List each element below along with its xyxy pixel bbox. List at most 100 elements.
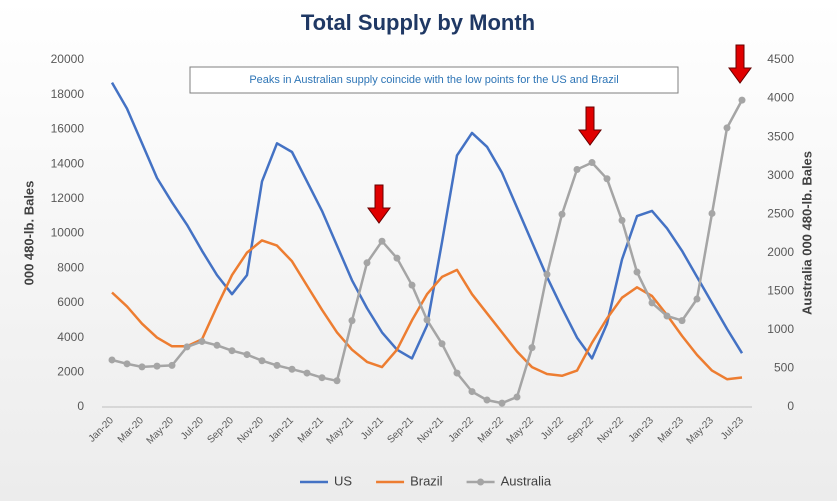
y2-tick-label: 1000 xyxy=(767,322,794,336)
point xyxy=(348,317,356,325)
x-tick-label: Mar-22 xyxy=(476,415,506,445)
series-line xyxy=(111,99,744,405)
x-tick-label: Sep-21 xyxy=(385,415,416,446)
x-tick-label: May-23 xyxy=(685,415,717,447)
y-axis-title: 000 480-lb. Bales xyxy=(21,181,36,286)
point xyxy=(558,210,566,218)
x-tick-label: May-20 xyxy=(145,415,177,447)
x-tick-label: May-22 xyxy=(505,415,537,447)
point xyxy=(648,299,656,307)
arrow xyxy=(367,184,391,224)
chart-title: Total Supply by Month xyxy=(301,10,535,35)
arrows xyxy=(367,44,752,224)
legend-label: Australia xyxy=(501,473,552,488)
y-tick-label: 0 xyxy=(77,399,84,413)
point xyxy=(618,216,626,224)
x-tick-label: Jan-21 xyxy=(267,415,297,445)
y-tick-label: 4000 xyxy=(57,330,84,344)
point xyxy=(198,337,206,345)
point xyxy=(288,365,296,373)
point xyxy=(153,362,161,370)
y2-tick-label: 0 xyxy=(787,399,794,413)
y-tick-label: 2000 xyxy=(57,364,84,378)
series-line xyxy=(111,239,743,381)
y2-tick-label: 1500 xyxy=(767,284,794,298)
legend-label: US xyxy=(334,473,352,488)
point xyxy=(468,388,476,396)
arrow xyxy=(728,44,752,84)
series-line xyxy=(110,81,744,360)
point xyxy=(603,175,611,183)
y-tick-label: 12000 xyxy=(51,191,85,205)
y-tick-label: 6000 xyxy=(57,295,84,309)
point xyxy=(363,259,371,267)
x-tick-label: Nov-20 xyxy=(235,415,266,446)
point xyxy=(483,396,491,404)
arrow xyxy=(578,106,602,146)
point xyxy=(273,361,281,369)
point xyxy=(378,237,386,245)
point xyxy=(108,356,116,364)
x-tick-label: Jul-23 xyxy=(719,415,746,442)
annotation: Peaks in Australian supply coincide with… xyxy=(249,74,618,86)
point xyxy=(633,268,641,276)
y-tick-label: 18000 xyxy=(51,87,85,101)
x-tick-label: Jan-23 xyxy=(627,415,657,445)
x-tick-label: Sep-22 xyxy=(565,415,596,446)
y-tick-label: 16000 xyxy=(51,122,85,136)
x-tick-label: Mar-21 xyxy=(296,415,326,445)
point xyxy=(678,317,686,325)
x-tick-label: Jul-22 xyxy=(539,415,566,442)
point xyxy=(708,209,716,217)
point xyxy=(663,312,671,320)
y2-tick-label: 2500 xyxy=(767,206,794,220)
x-tick-label: Mar-20 xyxy=(116,415,146,445)
point xyxy=(513,393,521,401)
x-tick-label: Nov-21 xyxy=(415,415,446,446)
annotation-box xyxy=(189,66,679,94)
point xyxy=(423,316,431,324)
point xyxy=(183,343,191,351)
point xyxy=(573,165,581,173)
point xyxy=(528,344,536,352)
point xyxy=(393,254,401,262)
y2-axis-title: Australia 000 480-lb. Bales xyxy=(799,151,814,315)
point xyxy=(258,357,266,365)
y-tick-label: 8000 xyxy=(57,260,84,274)
point xyxy=(123,360,131,368)
point xyxy=(588,159,596,167)
point xyxy=(213,341,221,349)
y2-tick-label: 2000 xyxy=(767,245,794,259)
legend-label: Brazil xyxy=(410,473,443,488)
point xyxy=(303,369,311,377)
y2-tick-label: 4000 xyxy=(767,91,794,105)
y2-tick-label: 500 xyxy=(774,361,794,375)
x-tick-label: Mar-23 xyxy=(656,415,686,445)
y2-tick-label: 3500 xyxy=(767,129,794,143)
point xyxy=(243,351,251,359)
point xyxy=(138,363,146,371)
x-tick-label: Nov-22 xyxy=(595,415,626,446)
point xyxy=(453,369,461,377)
y-tick-label: 20000 xyxy=(51,52,85,66)
y2-tick-label: 4500 xyxy=(767,52,794,66)
point xyxy=(543,270,551,278)
y-tick-label: 14000 xyxy=(51,156,85,170)
point xyxy=(333,377,341,385)
x-tick-label: Jan-22 xyxy=(447,415,477,445)
point xyxy=(168,361,176,369)
point xyxy=(498,399,506,407)
point xyxy=(693,295,701,303)
point xyxy=(408,281,416,289)
x-tick-label: Jul-21 xyxy=(359,415,386,442)
point xyxy=(318,374,326,382)
x-tick-label: Sep-20 xyxy=(205,415,236,446)
y2-tick-label: 3000 xyxy=(767,168,794,182)
point xyxy=(723,124,731,132)
x-tick-label: Jan-20 xyxy=(87,415,117,445)
y-tick-label: 10000 xyxy=(51,226,85,240)
x-tick-label: Jul-20 xyxy=(179,415,206,442)
x-tick-label: May-21 xyxy=(325,415,357,447)
point xyxy=(438,340,446,348)
